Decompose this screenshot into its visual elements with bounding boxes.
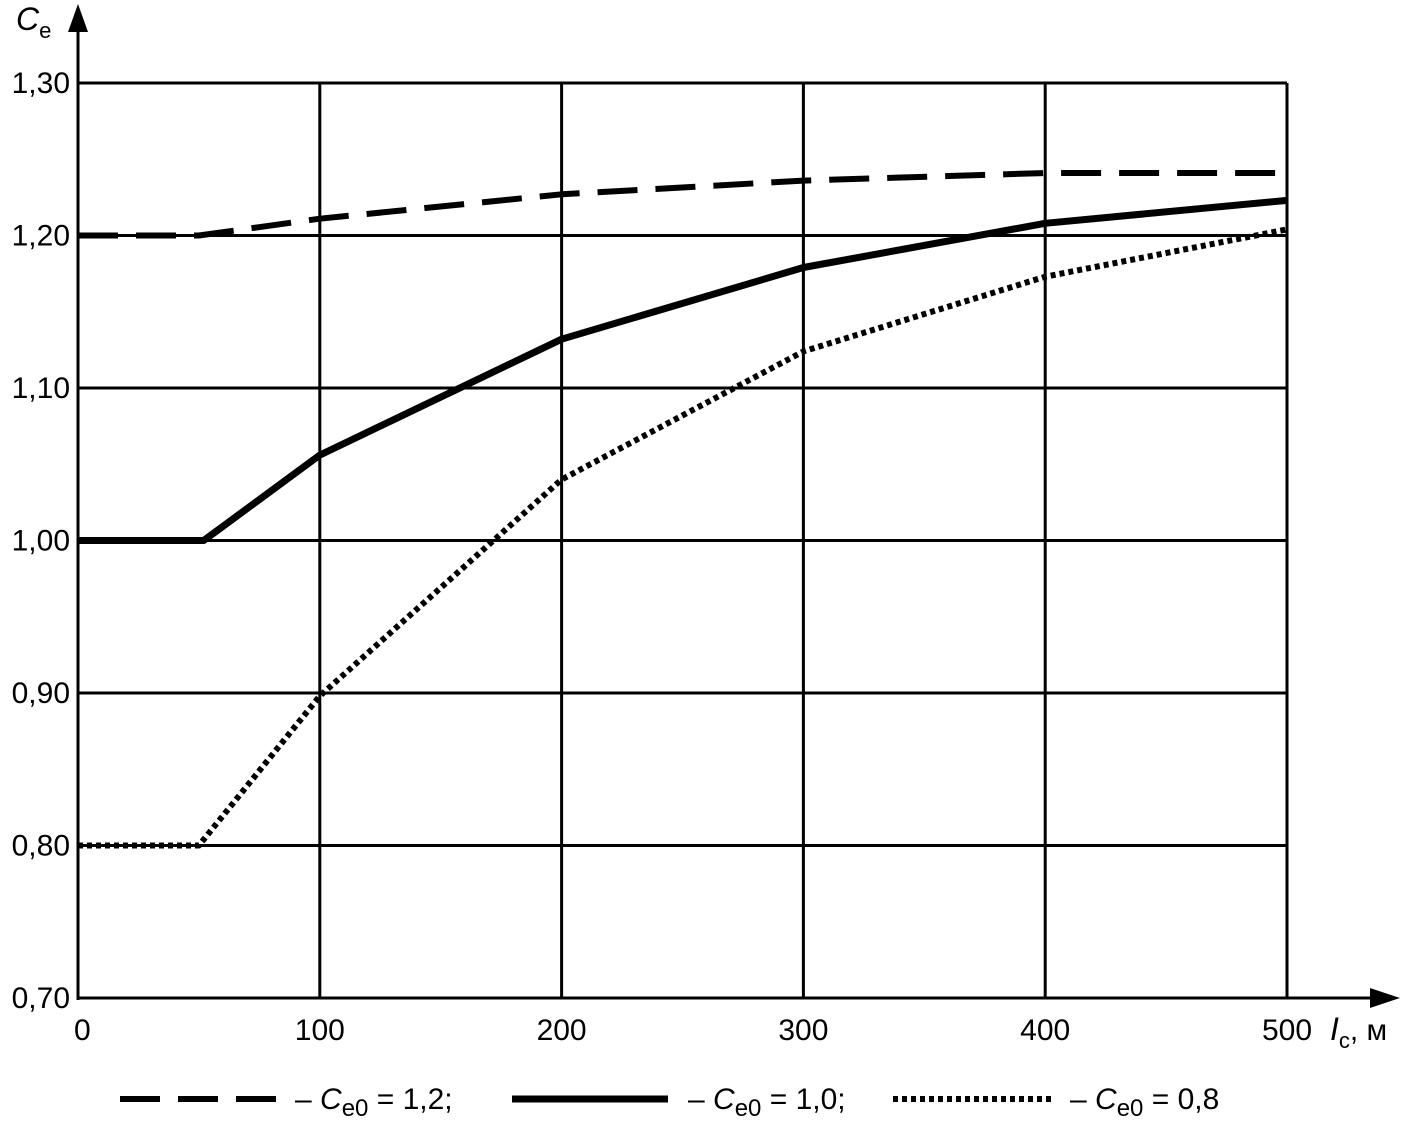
axes: Ce Ic, м [16, 1, 1400, 1053]
legend-dash: – [1070, 1083, 1095, 1116]
series-lines [78, 170, 1288, 849]
legend-symbol: C [713, 1083, 735, 1116]
series-line-dashed [78, 170, 1287, 239]
x-tick-label: 300 [778, 1014, 828, 1047]
y-axis-symbol: C [16, 1, 40, 37]
legend-value: = 1,2; [368, 1083, 452, 1116]
legend-subscript: e0 [735, 1095, 762, 1122]
legend-value: = 1,0; [761, 1083, 845, 1116]
x-tick-label: 200 [537, 1014, 587, 1047]
legend: – Ce0 = 1,2; – Ce0 = 1,0; – Ce0 = 0,8 [120, 1083, 1219, 1122]
legend-dash: – [688, 1083, 713, 1116]
y-tick-label: 1,20 [12, 220, 70, 253]
series-line-dotted [78, 226, 1288, 849]
legend-subscript: e0 [1117, 1095, 1144, 1122]
y-axis-subscript: e [39, 18, 51, 43]
x-axis-label: Ic, м [1330, 1011, 1387, 1053]
legend-label: – Ce0 = 1,2; [295, 1083, 453, 1122]
y-tick-label: 1,30 [12, 67, 70, 100]
y-axis-arrow [68, 4, 88, 32]
legend-dash: – [295, 1083, 320, 1116]
tick-labels: 0,70 0,80 0,90 1,00 1,10 1,20 1,30 0 100 200 300 40… [12, 67, 1312, 1047]
legend-symbol: C [320, 1083, 342, 1116]
legend-value: = 0,8 [1143, 1083, 1219, 1116]
y-tick-label: 0,80 [12, 830, 70, 863]
x-axis-unit: , м [1350, 1014, 1387, 1047]
legend-label: – Ce0 = 1,0; [688, 1083, 846, 1122]
y-axis-label: Ce [16, 1, 51, 43]
legend-label: – Ce0 = 0,8 [1070, 1083, 1219, 1122]
grid [78, 81, 1289, 998]
y-tick-label: 0,70 [12, 982, 70, 1015]
legend-subscript: e0 [342, 1095, 369, 1122]
y-tick-label: 1,10 [12, 372, 70, 405]
legend-symbol: C [1095, 1083, 1117, 1116]
x-tick-label: 100 [295, 1014, 345, 1047]
y-tick-label: 0,90 [12, 677, 70, 710]
x-axis-symbol: I [1330, 1011, 1339, 1047]
x-axis-arrow [1370, 988, 1400, 1008]
x-tick-label: 400 [1020, 1014, 1070, 1047]
x-axis-subscript: c [1339, 1028, 1350, 1053]
series-line-solid [78, 196, 1288, 544]
y-tick-label: 1,00 [12, 525, 70, 558]
x-tick-label: 500 [1262, 1014, 1312, 1047]
x-tick-label: 0 [74, 1014, 91, 1047]
